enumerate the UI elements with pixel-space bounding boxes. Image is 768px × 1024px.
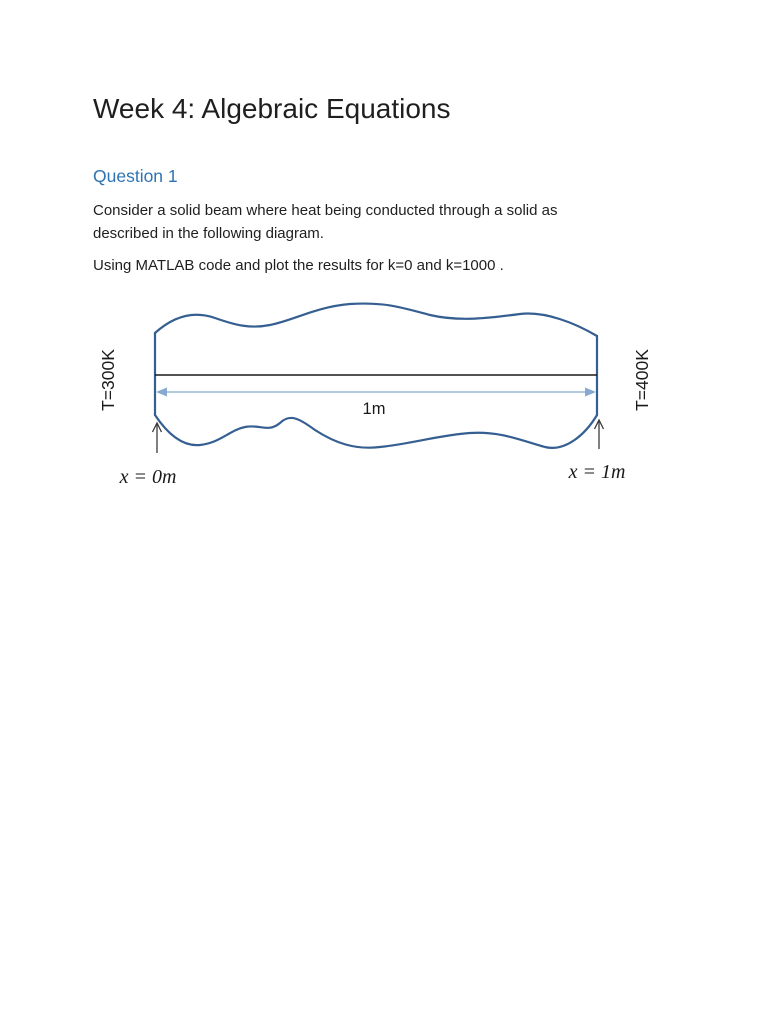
beam-diagram: 1m T=300K T=400K x = 0m x = 1m [0,293,768,523]
paragraph-intro: Consider a solid beam where heat being c… [93,202,558,242]
up-arrow-left-icon [151,421,163,453]
dimension-arrow [156,387,596,397]
x0-label: x = 0m [119,466,177,488]
left-temperature-label: T=300K [98,349,118,411]
up-arrow-right-icon [593,418,605,449]
right-temperature-label: T=400K [632,349,652,411]
beam-diagram-svg: 1m T=300K T=400K x = 0m x = 1m [98,302,652,488]
length-label: 1m [363,400,386,418]
paragraph-task: Using MATLAB code and plot the results f… [93,257,504,274]
page-title: Week 4: Algebraic Equations [93,93,451,124]
x1-label: x = 1m [568,461,626,483]
beam-bottom-edge [153,413,599,449]
beam-top-edge [153,302,599,338]
question-heading: Question 1 [93,166,178,186]
dimension-arrowhead-right [585,387,596,397]
dimension-arrowhead-left [156,387,167,397]
